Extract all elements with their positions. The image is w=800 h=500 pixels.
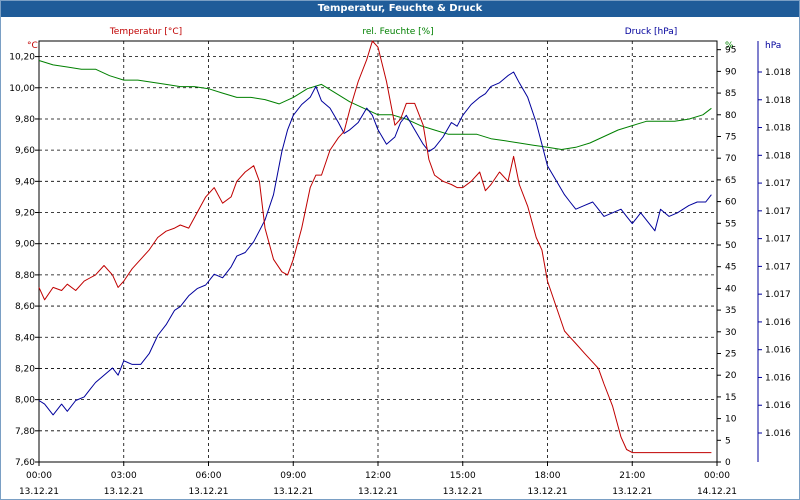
temperature-axis: 7,60 7,80 8,00 8,20 8,40 8,60 8,80 9,00 9,20 9,40… [9,53,39,468]
humidity-tick-label: 35 [725,306,736,316]
pressure-tick-label: 1.016 [765,346,791,356]
humidity-tick-label: 0 [725,458,731,468]
x-tick-date: 13.12.21 [19,487,59,497]
axis-unit-pressure: hPa [765,41,781,51]
humidity-tick-label: 45 [725,263,736,273]
humidity-tick-label: 90 [725,67,737,77]
pressure-tick-label: 1.018 [765,68,791,78]
pressure-tick-label: 1.016 [765,318,791,328]
humidity-tick-label: 20 [725,371,737,381]
humidity-tick-label: 15 [725,393,736,403]
temperature-tick-label: 9,40 [15,177,35,187]
humidity-tick-label: 25 [725,349,736,359]
pressure-tick-label: 1.018 [765,124,791,134]
x-tick-date: 13.12.21 [358,487,398,497]
temperature-tick-label: 9,00 [15,240,35,250]
humidity-tick-label: 5 [725,436,731,446]
temperature-series-line [38,40,712,454]
temperature-tick-label: 8,80 [15,271,35,281]
temperature-tick-label: 7,80 [15,427,35,437]
legend-humidity: rel. Feuchte [%] [362,27,433,37]
x-tick-date: 13.12.21 [273,487,313,497]
humidity-tick-label: 85 [725,89,736,99]
series-group [38,40,712,454]
x-tick-time: 18:00 [535,471,561,481]
pressure-tick-label: 1.016 [765,373,791,383]
humidity-tick-label: 95 [725,46,736,56]
x-tick-date: 13.12.21 [104,487,144,497]
temperature-tick-label: 9,60 [15,146,35,156]
humidity-tick-label: 30 [725,328,737,338]
humidity-tick-label: 65 [725,176,736,186]
x-tick-date: 13.12.21 [612,487,652,497]
legend-temperature: Temperatur [°C] [109,27,182,37]
humidity-tick-label: 10 [725,415,737,425]
temperature-tick-label: 10,20 [9,53,35,63]
time-axis: 00:00 13.12.21 03:00 13.12.21 06:00 13.12.21 0… [19,462,737,497]
pressure-tick-label: 1.018 [765,151,791,161]
pressure-tick-label: 1.018 [765,96,791,106]
pressure-tick-label: 1.017 [765,207,791,217]
humidity-tick-label: 50 [725,241,737,251]
temperature-tick-label: 8,40 [15,333,35,343]
x-tick-time: 15:00 [450,471,476,481]
axis-unit-humidity: % [725,41,734,51]
temperature-tick-label: 8,00 [15,396,35,406]
x-tick-time: 00:00 [704,471,730,481]
x-tick-date: 13.12.21 [188,487,228,497]
pressure-tick-label: 1.017 [765,262,791,272]
pressure-tick-label: 1.016 [765,401,791,411]
x-tick-date: 14.12.21 [697,487,737,497]
x-tick-time: 12:00 [365,471,391,481]
humidity-tick-label: 55 [725,219,736,229]
pressure-tick-label: 1.017 [765,179,791,189]
humidity-tick-label: 40 [725,284,737,294]
window-title: Temperatur, Feuchte & Druck [1,1,799,17]
x-tick-date: 13.12.21 [443,487,483,497]
x-tick-time: 03:00 [111,471,137,481]
temperature-tick-label: 8,60 [15,302,35,312]
humidity-axis: 0 5 10 15 20 25 30 35 40 45 50 55 60 65 70 75 80 85 90 95 [717,46,737,468]
temperature-tick-label: 9,20 [15,209,35,219]
legend-pressure: Druck [hPa] [625,27,678,37]
humidity-tick-label: 70 [725,154,737,164]
pressure-axis: 1.016 1.016 1.016 1.016 1.016 1.017 1.017 1.017… [757,41,791,462]
humidity-tick-label: 75 [725,132,736,142]
x-tick-time: 21:00 [619,471,645,481]
pressure-tick-label: 1.017 [765,235,791,245]
axis-unit-temperature: °C [27,41,38,51]
temperature-tick-label: 7,60 [15,458,35,468]
pressure-tick-label: 1.017 [765,290,791,300]
x-tick-time: 09:00 [280,471,306,481]
humidity-tick-label: 80 [725,111,737,121]
pressure-tick-label: 1.016 [765,429,791,439]
x-tick-time: 06:00 [196,471,222,481]
x-tick-time: 00:00 [26,471,52,481]
temperature-tick-label: 8,20 [15,364,35,374]
humidity-series-line [38,60,712,150]
x-tick-date: 13.12.21 [527,487,567,497]
pressure-series-line [38,71,712,416]
temperature-tick-label: 10,00 [9,84,35,94]
temperature-tick-label: 9,80 [15,115,35,125]
humidity-tick-label: 60 [725,198,737,208]
